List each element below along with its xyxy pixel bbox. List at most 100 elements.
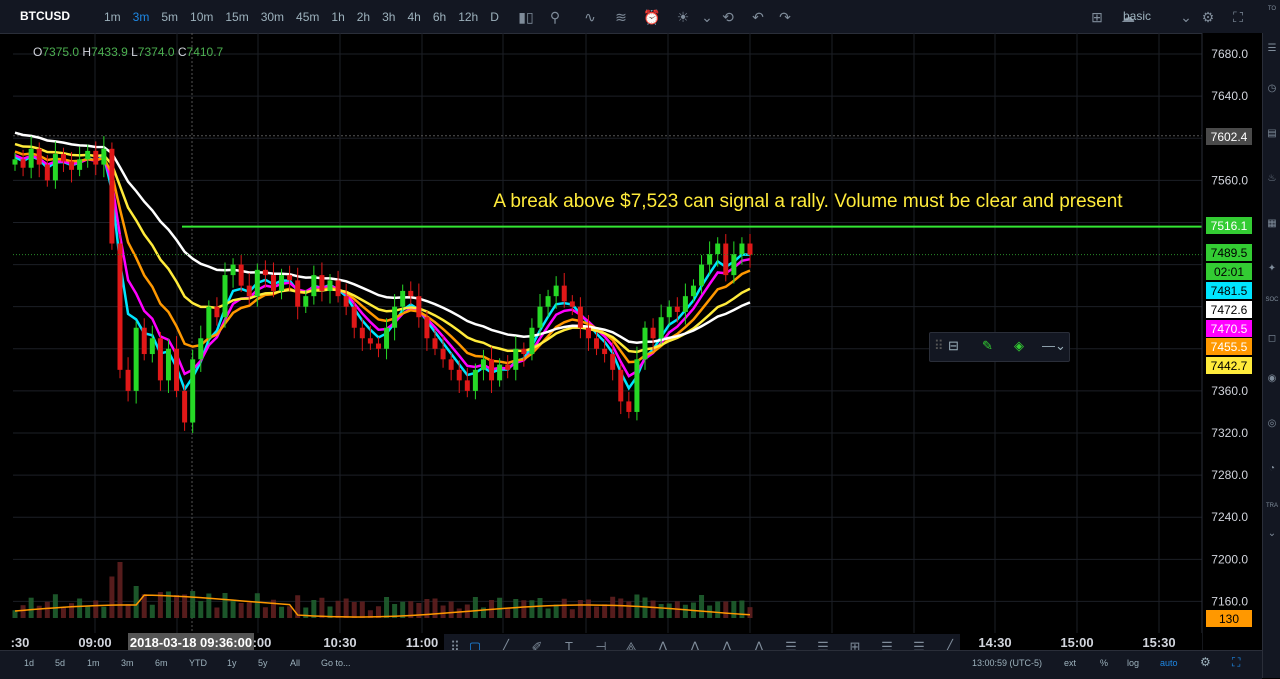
abcd-pattern-icon[interactable]: ⋀ — [689, 639, 701, 654]
range-all[interactable]: All — [290, 658, 301, 668]
layout-name[interactable]: basic — [1123, 9, 1152, 23]
price-chart[interactable]: A break above $7,523 can signal a rally.… — [0, 33, 1262, 650]
range-1d[interactable]: 1d — [24, 658, 35, 668]
financials-icon[interactable]: ≋ — [615, 9, 627, 25]
candle-body — [254, 269, 260, 297]
triangle-icon[interactable]: ⟁ — [625, 639, 637, 654]
time-tick-label: 14:30 — [978, 635, 1011, 650]
indicators-icon[interactable]: ∿ — [584, 9, 596, 25]
range-5d[interactable]: 5d — [55, 658, 66, 668]
template-icon[interactable]: ⊟ — [948, 338, 959, 353]
interval-10m[interactable]: 10m — [190, 9, 214, 24]
fill-bucket-icon[interactable]: ◈ — [1014, 338, 1024, 353]
volume-bar — [618, 598, 624, 618]
notifications-icon[interactable]: ◔ — [1268, 463, 1276, 474]
fullscreen-icon[interactable]: ⛶ — [1232, 655, 1241, 669]
moving-average-line — [14, 153, 751, 393]
interval-4h[interactable]: 4h — [407, 9, 421, 24]
volume-bar — [214, 607, 220, 618]
interval-3m[interactable]: 3m — [132, 9, 150, 24]
interval-15m[interactable]: 15m — [225, 9, 249, 24]
candle-body — [715, 243, 721, 255]
cloud-icon[interactable]: ☁ — [1121, 9, 1135, 25]
alerts-icon[interactable]: ◷ — [1267, 83, 1277, 94]
volume-bar — [424, 599, 430, 618]
range-1y[interactable]: 1y — [227, 658, 237, 668]
range-5y[interactable]: 5y — [258, 658, 268, 668]
ideas-icon[interactable]: ☀ — [676, 9, 690, 25]
chat-icon[interactable]: ◻ — [1267, 333, 1277, 344]
percent-toggle[interactable]: % — [1100, 658, 1109, 668]
candle-body — [618, 369, 624, 402]
range-6m[interactable]: 6m — [155, 658, 168, 668]
chart-area[interactable]: A break above $7,523 can signal a rally.… — [0, 33, 1262, 650]
interval-6h[interactable]: 6h — [432, 9, 447, 24]
alert-icon[interactable]: ⏰ — [643, 9, 661, 25]
gear-icon[interactable]: ⚙ — [1200, 655, 1211, 669]
calendar-icon[interactable]: ▦ — [1267, 218, 1277, 229]
chevron-down-icon[interactable]: ⌄ — [1180, 9, 1192, 25]
xabcd-pattern-icon[interactable]: ⋀ — [657, 639, 669, 654]
cycle-icon[interactable]: ⋀ — [753, 639, 765, 654]
trading-panel-icon[interactable]: ⌄ — [1267, 528, 1277, 539]
layout-grid-icon[interactable]: ⊞ — [1091, 9, 1103, 25]
interval-12h[interactable]: 12h — [458, 9, 479, 24]
gann-box-icon[interactable]: ⊞ — [849, 639, 861, 654]
range-1m[interactable]: 1m — [87, 658, 100, 668]
price-badge — [1206, 217, 1252, 234]
interval-1h[interactable]: 1h — [331, 9, 345, 24]
price-badge — [1206, 357, 1252, 374]
elliott-wave-icon[interactable]: ⋀ — [721, 639, 733, 654]
chevron-down-icon[interactable]: ⌄ — [701, 9, 713, 25]
trendline-icon[interactable]: ╱ — [501, 639, 509, 654]
interval-1m[interactable]: 1m — [104, 9, 121, 24]
range-goto[interactable]: Go to... — [321, 658, 351, 668]
fib-retracement-icon[interactable]: ☰ — [785, 639, 797, 654]
log-toggle[interactable]: log — [1127, 658, 1140, 668]
watchlist-icon[interactable]: ☰ — [1267, 43, 1277, 54]
auto-toggle[interactable]: auto — [1160, 658, 1178, 668]
candles-icon[interactable]: ▮▯ — [518, 9, 534, 25]
ruler-icon[interactable]: ╱ — [945, 639, 953, 654]
volume-bar — [36, 605, 42, 618]
interval-D[interactable]: D — [490, 9, 499, 24]
ext-toggle[interactable]: ext — [1064, 658, 1077, 668]
time-tick-label: 10:30 — [323, 635, 356, 650]
data-window-icon[interactable]: ▤ — [1267, 128, 1277, 139]
drag-handle-icon[interactable]: ⠿ — [450, 639, 460, 654]
symbol-label[interactable]: BTCUSD — [20, 9, 70, 23]
horizontal-line-icon[interactable]: ⊣ — [595, 639, 607, 654]
pitchfork-icon[interactable]: ☰ — [881, 639, 893, 654]
replay-icon[interactable]: ⟲ — [722, 9, 734, 25]
interval-2h[interactable]: 2h — [356, 9, 371, 24]
ideas-stream-icon[interactable]: ✦ — [1267, 263, 1277, 274]
interval-3h[interactable]: 3h — [382, 9, 396, 24]
fib-channel-icon[interactable]: ☰ — [913, 639, 925, 654]
interval-5m[interactable]: 5m — [161, 9, 179, 24]
fib-extension-icon[interactable]: ☰ — [817, 639, 829, 654]
broadcast-icon[interactable]: ◎ — [1267, 418, 1277, 429]
pencil-icon[interactable]: ✎ — [982, 338, 993, 353]
interval-45m[interactable]: 45m — [296, 9, 320, 24]
hotlist-icon[interactable]: ♨ — [1267, 173, 1277, 184]
fullscreen-icon[interactable]: ⛶ — [1233, 9, 1243, 25]
range-3m[interactable]: 3m — [121, 658, 134, 668]
volume-bar — [585, 599, 591, 618]
compare-icon[interactable]: ⚲ — [549, 9, 561, 25]
gear-icon[interactable]: ⚙ — [1201, 9, 1215, 25]
text-tool-icon[interactable]: T — [565, 639, 573, 654]
drag-handle-icon[interactable]: ⠿ — [934, 338, 944, 353]
candle-body — [60, 154, 66, 162]
undo-icon[interactable]: ↶ — [752, 9, 764, 25]
brush-icon[interactable]: ✐ — [531, 639, 543, 654]
redo-icon[interactable]: ↷ — [779, 9, 791, 25]
volume-bar — [327, 606, 333, 618]
streams-icon[interactable]: ◉ — [1267, 373, 1277, 384]
candle-body — [707, 254, 713, 265]
price-tick-label: 7640.0 — [1211, 89, 1248, 103]
interval-30m[interactable]: 30m — [260, 9, 285, 24]
volume-bar — [117, 562, 123, 618]
right-side-panel: TO ☰ ◷ ▤ ♨ ▦ ✦ SOC ◻ ◉ ◎ ◔ TRA ⌄ — [1262, 6, 1280, 678]
line-style-icon[interactable]: —⌄ — [1042, 338, 1066, 353]
range-ytd[interactable]: YTD — [189, 658, 207, 668]
